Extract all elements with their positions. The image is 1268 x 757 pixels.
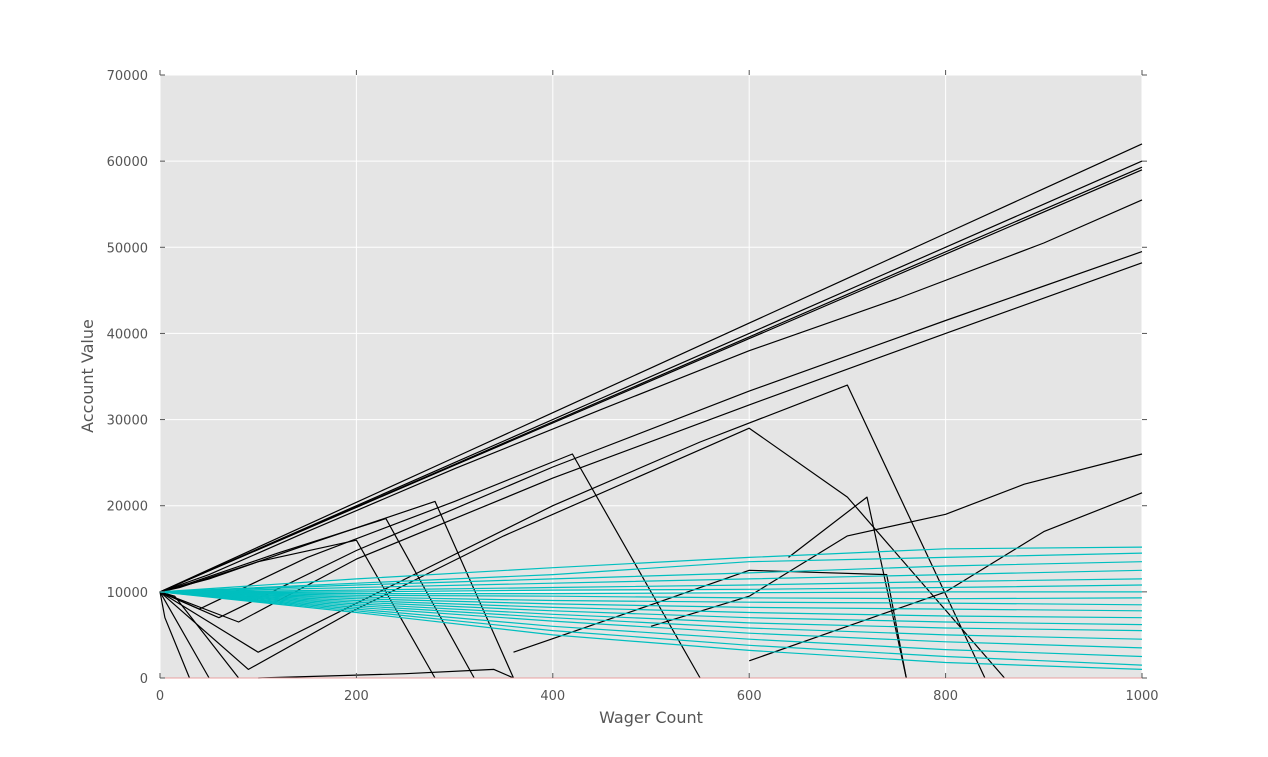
cyan-series-line xyxy=(159,591,1143,626)
black-series-line xyxy=(258,668,514,679)
cyan-series-line xyxy=(159,591,1143,666)
cyan-series-line xyxy=(159,546,1143,593)
y-tick-label: 20000 xyxy=(107,500,148,515)
black-series-line xyxy=(159,591,210,679)
cyan-series-line xyxy=(159,591,1143,658)
x-tick-labels: 0 200 400 600 800 1000 xyxy=(156,689,1159,704)
black-series-line xyxy=(788,496,907,679)
x-tick-label: 0 xyxy=(156,689,164,704)
black-series-line xyxy=(159,160,1143,593)
black-series-line xyxy=(159,384,986,679)
cyan-series-line xyxy=(159,591,1143,670)
black-series-line xyxy=(159,199,1143,593)
cyan-series-line xyxy=(159,591,1143,600)
cyan-series-line xyxy=(159,569,1143,593)
black-series-line xyxy=(159,453,701,679)
x-tick-label: 600 xyxy=(737,689,762,704)
black-series-line xyxy=(159,517,475,679)
black-series-line xyxy=(159,143,1143,593)
y-tick-label: 40000 xyxy=(107,327,148,342)
black-series-line xyxy=(159,427,1005,679)
cyan-series-line xyxy=(159,578,1143,593)
cyan-series-line xyxy=(159,591,1143,632)
tick-marks xyxy=(159,70,1147,679)
cyan-series-line xyxy=(159,552,1143,593)
cyan-series-line xyxy=(159,561,1143,593)
black-series-line xyxy=(159,169,1143,593)
cyan-series-line xyxy=(159,591,1143,612)
x-tick-label: 1000 xyxy=(1125,689,1158,704)
y-tick-label: 70000 xyxy=(107,69,148,84)
x-tick-label: 400 xyxy=(540,689,565,704)
cyan-series-line xyxy=(159,591,1143,640)
x-tick-label: 800 xyxy=(933,689,958,704)
series-lines xyxy=(159,143,1143,679)
y-tick-label: 10000 xyxy=(107,586,148,601)
black-series-line xyxy=(159,251,1143,619)
y-tick-labels: 0 10000 20000 30000 40000 50000 60000 70000 xyxy=(107,69,148,687)
black-series-line xyxy=(159,591,191,679)
y-tick-label: 50000 xyxy=(107,241,148,256)
cyan-series-line xyxy=(160,584,1143,593)
y-tick-label: 0 xyxy=(140,672,148,687)
cyan-series-line xyxy=(159,591,1142,595)
x-tick-label: 200 xyxy=(344,689,369,704)
black-series-line xyxy=(159,539,436,679)
cyan-series-line xyxy=(159,591,1143,619)
black-series-line xyxy=(159,591,240,679)
cyan-series-line xyxy=(159,591,1143,606)
black-series-line xyxy=(650,453,1143,627)
black-series-line xyxy=(159,262,1143,623)
y-tick-label: 60000 xyxy=(107,155,148,170)
y-axis-label: Account Value xyxy=(78,319,97,433)
cyan-series-line xyxy=(159,591,1143,649)
x-axis-label: Wager Count xyxy=(599,708,703,727)
y-tick-label: 30000 xyxy=(107,414,148,429)
